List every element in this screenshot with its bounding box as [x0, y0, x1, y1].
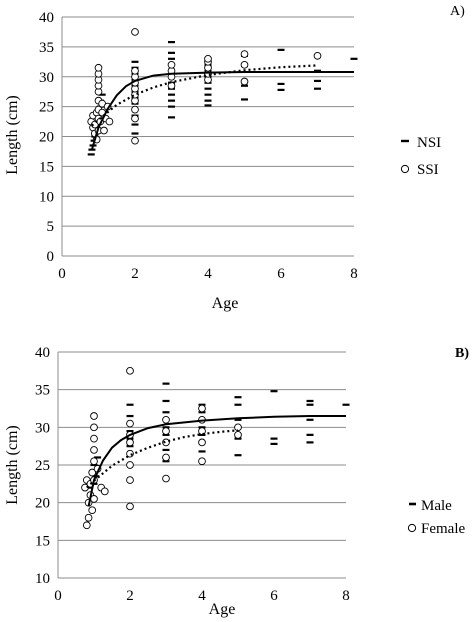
legend-circle-icon — [407, 523, 417, 533]
x-tick-label: 8 — [342, 588, 350, 604]
point-female — [90, 434, 98, 443]
panel-b-x-tick-labels: 0 2 4 6 8 — [54, 588, 350, 604]
panel-b-y-tick-labels: 10 15 20 25 30 35 40 — [35, 345, 50, 587]
point-ssi — [131, 28, 139, 36]
point-ssi — [240, 50, 249, 58]
fit-line-female — [86, 429, 239, 489]
legend-circle-icon — [400, 164, 410, 174]
point-female — [162, 438, 170, 447]
y-tick-label: 15 — [39, 159, 54, 175]
point-ssi — [131, 136, 139, 145]
panel-a-x-tick-labels: 0 2 4 6 8 — [58, 266, 358, 282]
panel-b-data-marks — [81, 366, 350, 530]
panel-b-legend: Male Female — [407, 498, 465, 537]
point-female — [126, 366, 134, 375]
x-tick-label: 0 — [54, 588, 62, 604]
y-tick-label: 30 — [35, 420, 50, 436]
point-female — [88, 468, 97, 477]
y-tick-label: 35 — [35, 383, 50, 399]
panel-a-x-axis-label: Age — [212, 295, 239, 312]
point-ssi — [131, 114, 139, 123]
x-tick-label: 2 — [126, 588, 134, 604]
x-tick-label: 6 — [277, 266, 285, 282]
panel-b-y-axis-label: Length (cm) — [4, 425, 21, 505]
point-female — [90, 412, 98, 420]
point-female — [234, 431, 242, 439]
point-female — [126, 476, 134, 484]
point-female — [198, 457, 206, 466]
y-tick-label: 25 — [39, 100, 54, 116]
point-female — [82, 521, 91, 530]
y-tick-label: 10 — [39, 189, 54, 205]
y-tick-label: 20 — [35, 496, 50, 512]
point-ssi — [240, 77, 249, 86]
x-tick-label: 0 — [58, 266, 66, 282]
panel-a-data-marks — [87, 28, 358, 156]
point-ssi — [240, 60, 249, 69]
point-ssi — [167, 60, 176, 69]
point-female — [126, 502, 134, 511]
panel-a-legend: NSI SSI — [400, 135, 441, 178]
y-tick-label: 30 — [39, 70, 54, 86]
point-female — [90, 446, 98, 454]
point-ssi — [105, 117, 114, 126]
y-tick-label: 0 — [47, 249, 55, 265]
point-female — [198, 404, 206, 413]
legend-label-ssi: SSI — [417, 162, 439, 178]
y-tick-label: 40 — [39, 10, 54, 26]
point-female — [126, 461, 134, 469]
point-female — [100, 487, 109, 496]
point-female — [90, 457, 98, 466]
y-tick-label: 35 — [39, 40, 54, 56]
x-tick-label: 8 — [350, 266, 358, 282]
point-female — [162, 453, 170, 462]
legend-label-male: Male — [421, 498, 452, 514]
point-ssi — [131, 105, 139, 114]
point-female — [162, 427, 170, 435]
x-tick-label: 4 — [204, 266, 212, 282]
point-female — [88, 506, 97, 515]
legend-label-female: Female — [421, 521, 465, 537]
y-tick-label: 25 — [35, 458, 50, 474]
point-female — [126, 438, 134, 447]
y-tick-label: 40 — [35, 345, 50, 361]
y-tick-label: 10 — [35, 571, 50, 587]
fit-line-nsi — [90, 71, 354, 150]
y-tick-label: 20 — [39, 130, 54, 146]
x-tick-label: 4 — [198, 588, 206, 604]
point-female — [198, 438, 206, 447]
panel-a-label: A) — [450, 4, 465, 19]
point-ssi — [100, 126, 108, 135]
x-tick-label: 6 — [270, 588, 278, 604]
point-ssi — [131, 66, 139, 75]
panel-a-chart: 0 5 10 15 20 25 30 35 40 0 2 4 6 8 A) Age Length (cm… — [4, 4, 465, 312]
point-ssi — [313, 51, 322, 60]
panel-a-y-tick-labels: 0 5 10 15 20 25 30 35 40 — [39, 10, 54, 265]
point-female — [234, 423, 242, 432]
point-ssi — [204, 54, 212, 63]
point-female — [162, 415, 170, 424]
panel-b-label: B) — [455, 346, 469, 361]
x-tick-label: 2 — [131, 266, 139, 282]
y-tick-label: 15 — [35, 533, 50, 549]
legend-label-nsi: NSI — [417, 135, 441, 151]
point-ssi — [94, 63, 103, 72]
point-female — [162, 474, 170, 483]
fit-line-ssi — [91, 64, 318, 127]
point-female — [126, 419, 134, 428]
point-female — [90, 423, 98, 432]
y-tick-label: 5 — [47, 219, 55, 235]
panel-a-y-axis-label: Length (cm) — [4, 95, 21, 175]
panel-b-axes — [57, 352, 346, 579]
panel-a-axes — [61, 17, 354, 257]
fit-line-male — [87, 415, 346, 507]
point-female — [84, 513, 93, 522]
point-ssi — [167, 81, 176, 90]
panel-b-x-axis-label: Age — [209, 601, 236, 618]
